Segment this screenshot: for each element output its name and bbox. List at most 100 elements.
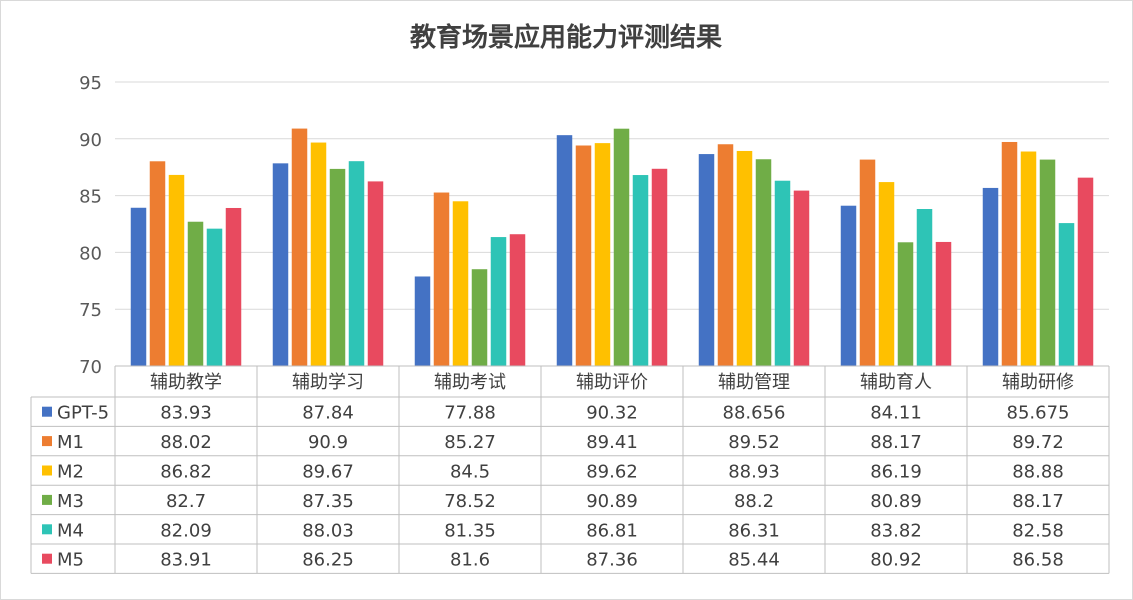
x-tick-label: 辅助评价	[576, 372, 648, 393]
bar	[367, 181, 384, 366]
data-label: 86.58	[1012, 550, 1064, 571]
bar	[130, 207, 147, 366]
legend-label: M5	[57, 550, 84, 571]
legend-label: M2	[57, 462, 84, 483]
bar	[755, 159, 772, 366]
data-label: 86.31	[728, 520, 780, 541]
legend-label: M1	[57, 432, 84, 453]
data-label: 89.72	[1012, 432, 1064, 453]
data-label: 83.93	[160, 403, 212, 424]
bar	[1039, 159, 1056, 366]
bar	[310, 142, 327, 366]
bar	[1001, 141, 1018, 366]
bar	[935, 241, 952, 366]
bar	[206, 228, 223, 366]
data-label: 83.91	[160, 550, 212, 571]
bar	[878, 182, 895, 366]
data-label: 88.17	[870, 432, 922, 453]
bar	[348, 161, 365, 366]
x-tick-label: 辅助学习	[292, 372, 364, 393]
bar	[1020, 151, 1037, 366]
bar	[717, 144, 734, 366]
bar	[272, 163, 289, 366]
x-tick-label: 辅助育人	[860, 372, 932, 393]
data-label: 88.656	[723, 403, 786, 424]
bar	[452, 201, 469, 366]
y-tick-label: 90	[79, 130, 102, 151]
data-label: 86.82	[160, 462, 212, 483]
y-tick-label: 80	[79, 243, 102, 264]
bar	[736, 150, 753, 366]
bar	[840, 205, 857, 366]
data-label: 88.88	[1012, 462, 1064, 483]
legend-key	[42, 553, 52, 564]
bar	[471, 269, 488, 366]
bars	[130, 128, 1094, 366]
legend-key	[42, 465, 52, 476]
bar	[982, 187, 999, 366]
x-tick-label: 辅助教学	[150, 372, 222, 393]
bar	[490, 237, 507, 366]
data-table: 辅助教学 辅助学习 辅助考试 辅助评价 辅助管理 辅助育人 辅助研修 GPT-5 83.93 87…	[30, 365, 1110, 574]
bar	[613, 128, 630, 366]
bar	[897, 242, 914, 366]
data-label: 88.93	[728, 462, 780, 483]
data-label: 84.11	[870, 403, 922, 424]
data-label: 85.44	[728, 550, 780, 571]
chart-title: 教育场景应用能力评测结果	[410, 22, 722, 53]
y-tick-label: 70	[79, 357, 102, 378]
bar	[1077, 177, 1094, 366]
bar	[509, 234, 526, 366]
data-label: 89.52	[728, 432, 780, 453]
data-label: 85.27	[444, 432, 496, 453]
data-label: 80.92	[870, 550, 922, 571]
bar	[793, 190, 810, 366]
bar	[698, 154, 715, 366]
legend-key	[42, 406, 52, 417]
y-axis: 70 75 80 85 90 95	[79, 73, 102, 378]
gridlines	[115, 81, 1109, 310]
data-label: 90.9	[308, 432, 348, 453]
bar	[774, 180, 791, 366]
data-label: 87.36	[586, 550, 638, 571]
legend-key	[42, 494, 52, 505]
data-label: 88.02	[160, 432, 212, 453]
data-label: 88.03	[302, 520, 354, 541]
data-label: 88.2	[734, 491, 774, 512]
data-label: 82.7	[166, 491, 206, 512]
x-tick-label: 辅助研修	[1002, 372, 1074, 393]
bar	[632, 175, 649, 366]
data-label: 82.09	[160, 520, 212, 541]
data-label: 82.58	[1012, 520, 1064, 541]
legend-label: M3	[57, 491, 84, 512]
legend-label: M4	[57, 520, 84, 541]
data-label: 87.35	[302, 491, 354, 512]
data-label: 83.82	[870, 520, 922, 541]
bar	[433, 192, 450, 366]
legend-key	[42, 436, 52, 447]
bar	[575, 145, 592, 366]
data-label: 85.675	[1007, 403, 1070, 424]
bar	[225, 207, 242, 366]
bar	[859, 159, 876, 366]
bar	[916, 209, 933, 366]
bar	[1058, 223, 1075, 366]
bar	[594, 143, 611, 366]
data-label: 89.62	[586, 462, 638, 483]
data-label: 90.89	[586, 491, 638, 512]
x-tick-label: 辅助考试	[434, 372, 506, 393]
bar	[168, 174, 185, 366]
bar	[187, 221, 204, 366]
data-label: 80.89	[870, 491, 922, 512]
bar	[556, 135, 573, 366]
data-label: 86.81	[586, 520, 638, 541]
data-label: 88.17	[1012, 491, 1064, 512]
x-tick-label: 辅助管理	[718, 372, 790, 393]
data-label: 81.6	[450, 550, 490, 571]
y-tick-label: 85	[79, 187, 102, 208]
bar	[414, 276, 431, 366]
bar	[651, 168, 668, 366]
data-label: 90.32	[586, 403, 638, 424]
bar	[149, 161, 166, 366]
